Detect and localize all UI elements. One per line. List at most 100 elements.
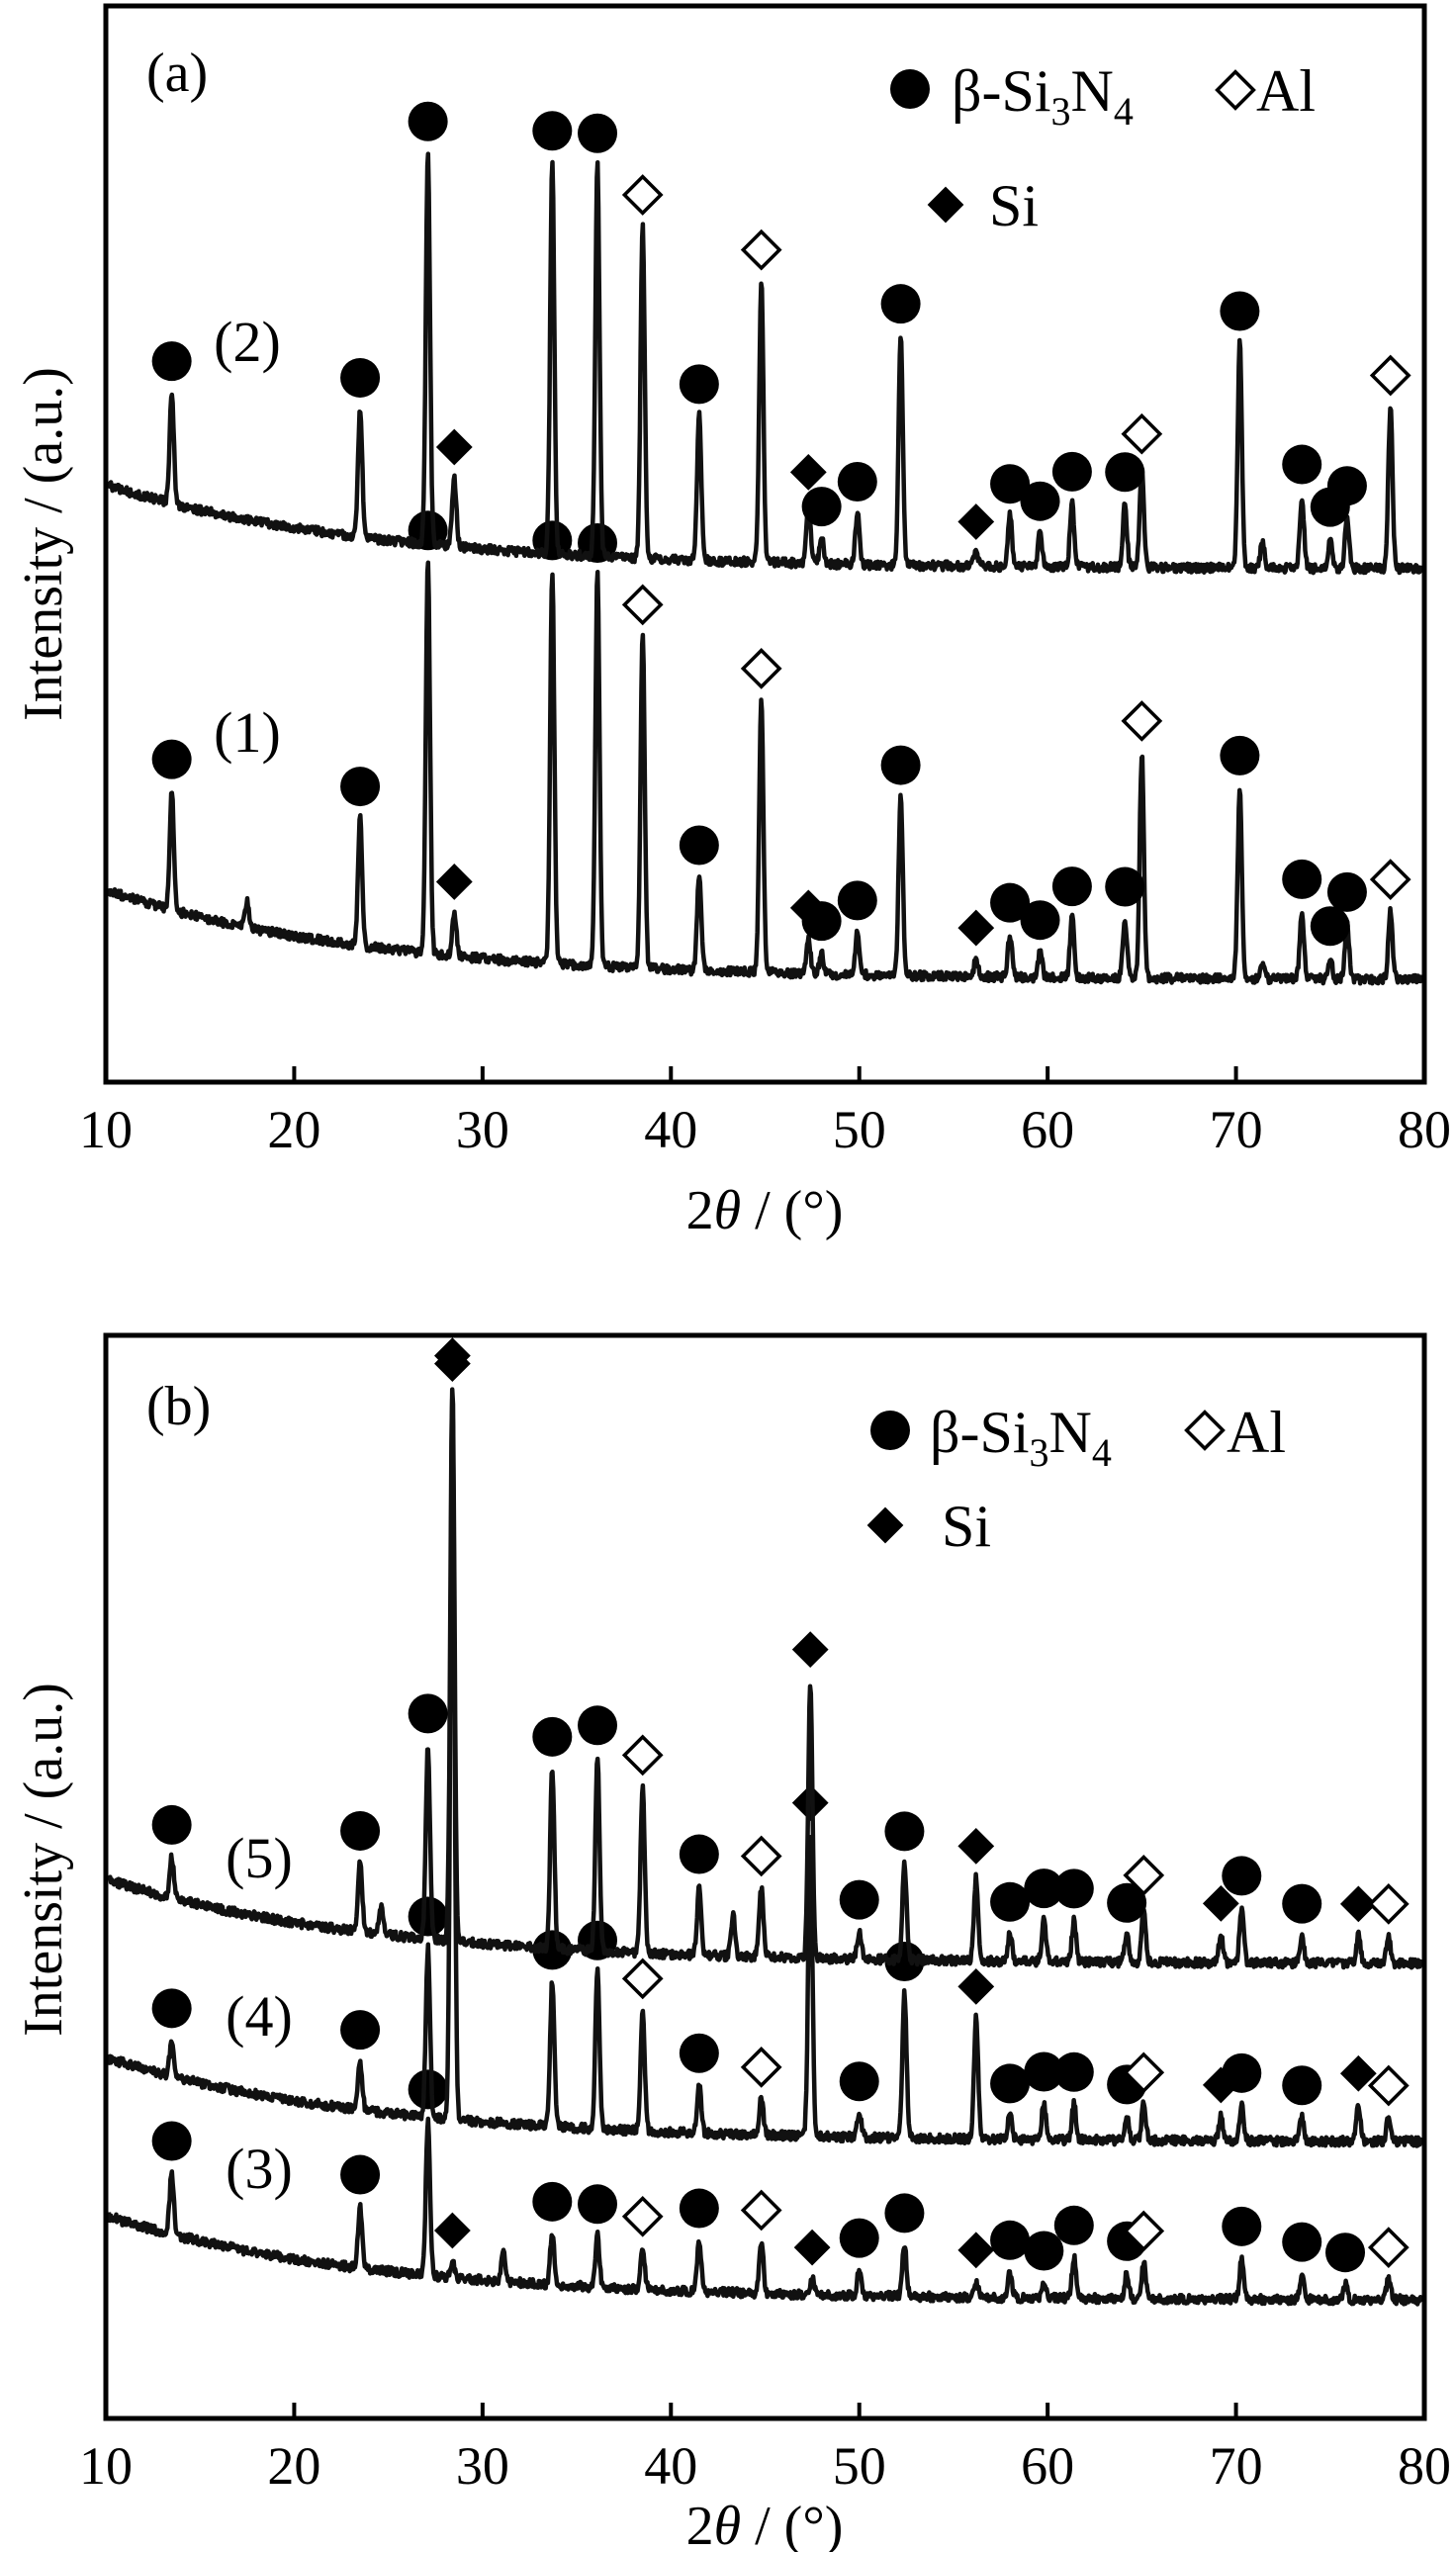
peak-marker-si3n4 [532,111,573,151]
peak-marker-si [793,2229,831,2266]
peak-marker-si3n4 [1220,735,1260,775]
legend-si3n4-label: β-Si3N4 [952,58,1134,134]
peak-marker-si3n4 [340,357,381,398]
legend-si-marker [866,1506,904,1544]
peak-marker-si3n4 [884,1942,925,1982]
peak-marker-al [740,2189,782,2232]
peak-marker-si3n4 [1310,906,1350,947]
x-tick-label: 80 [1398,1100,1451,1159]
peak-marker-al [740,2046,782,2088]
peak-marker-si3n4 [1053,2051,1094,2092]
x-tick-label: 70 [1210,1100,1263,1159]
peak-marker-si3n4 [1020,481,1060,521]
peak-marker-si3n4 [837,880,877,921]
peak-marker-si3n4 [1282,1883,1322,1924]
legend-al-label: Al [1227,1400,1286,1465]
x-tick-label: 50 [833,2436,886,2496]
peak-marker-si3n4 [679,364,719,405]
peak-marker-si3n4 [801,487,842,527]
series-line [106,560,1424,986]
peak-marker-si3n4 [578,2184,618,2225]
panel-a-chart: (1) (2) 10 20 30 40 50 60 70 80 (a) β-Si3N4 Al S… [13,3,1451,1241]
series-label: (3) [226,2137,293,2201]
legend-si-label: Si [989,173,1039,238]
peak-marker-si3n4 [1024,2231,1064,2271]
peak-marker-al [740,228,782,271]
peak-marker-si3n4 [1282,859,1322,899]
x-tick-label: 40 [644,1100,697,1159]
legend-si3n4-label: β-Si3N4 [930,1400,1112,1475]
peak-marker-si3n4 [990,1881,1031,1922]
peak-marker-al [1367,1883,1410,1925]
peak-marker-si3n4 [408,1693,448,1734]
x-tick-label: 30 [456,1100,509,1159]
peak-marker-si3n4 [839,2061,879,2102]
x-tick-label: 60 [1021,2436,1074,2496]
peak-marker-si3n4 [990,2063,1031,2104]
peak-marker-al [621,2195,664,2237]
panel-a-x-axis-title: 2θ / (°) [686,1180,844,1241]
peak-marker-al [740,1835,782,1877]
series-label: (2) [214,310,281,374]
x-tick-label: 70 [1210,2436,1263,2496]
peak-marker-si3n4 [837,462,877,502]
peak-marker-si3n4 [532,1930,573,1970]
panel-b-label: (b) [146,1376,211,1437]
peak-marker-si3n4 [801,901,842,942]
legend-si-label: Si [942,1494,991,1559]
x-tick-label: 80 [1398,2436,1451,2496]
legend-si-marker [927,186,964,224]
legend-al-marker [1184,1410,1226,1451]
peak-marker-al [1121,700,1163,742]
peak-marker-si [434,1337,471,1374]
peak-marker-al [621,174,664,216]
series-line [106,1397,1424,2148]
peak-marker-si3n4 [1282,444,1322,485]
peak-marker-si [1339,2054,1377,2092]
x-tick-label: 60 [1021,1100,1074,1159]
panel-a-label: (a) [146,43,208,104]
peak-marker-si3n4 [1325,2233,1366,2273]
x-tick-label: 20 [267,2436,320,2496]
peak-marker-si3n4 [990,464,1031,504]
peak-marker-si3n4 [679,2188,719,2229]
legend-si3n4-marker [870,1411,910,1450]
peak-marker-si3n4 [839,2218,879,2258]
peak-marker-si [791,1631,829,1669]
peak-marker-si3n4 [1051,866,1092,907]
peak-marker-si [434,2212,471,2249]
panel-a-legend: β-Si3N4 Al Si [890,58,1316,238]
peak-marker-al [740,648,782,689]
peak-marker-al [1367,2064,1410,2107]
peak-marker-al [1121,412,1163,455]
peak-marker-si3n4 [1282,2222,1322,2262]
peak-marker-si3n4 [1053,1868,1094,1909]
peak-marker-al [1123,2210,1165,2252]
peak-marker-al [621,1734,664,1777]
peak-marker-al [1369,354,1411,397]
peak-marker-si3n4 [1105,866,1145,907]
peak-marker-si3n4 [990,882,1031,923]
peak-marker-si3n4 [990,2220,1031,2260]
peak-marker-al [1123,2051,1165,2094]
panel-b-chart: (3) (4) (5) 10 20 30 40 50 60 70 80 (b) β-Si3N4 A… [13,1332,1451,2552]
peak-marker-si3n4 [1105,452,1145,493]
x-tick-label: 10 [79,1100,133,1159]
peak-marker-si3n4 [884,2193,925,2233]
peak-marker-si [957,1968,995,2005]
peak-marker-si3n4 [151,341,192,382]
peak-marker-si3n4 [1326,466,1367,506]
peak-marker-al [621,584,664,626]
peak-marker-si3n4 [532,2181,573,2222]
x-tick-label: 30 [456,2436,509,2496]
peak-marker-si3n4 [151,739,192,779]
peak-marker-si3n4 [880,745,921,785]
series-line [106,151,1424,576]
peak-marker-si3n4 [1053,2205,1094,2245]
peak-marker-si3n4 [1020,900,1060,941]
peak-marker-si [957,2232,995,2269]
peak-marker-si3n4 [1024,1868,1064,1909]
peak-marker-si3n4 [1222,2206,1262,2246]
x-tick-label: 20 [267,1100,320,1159]
